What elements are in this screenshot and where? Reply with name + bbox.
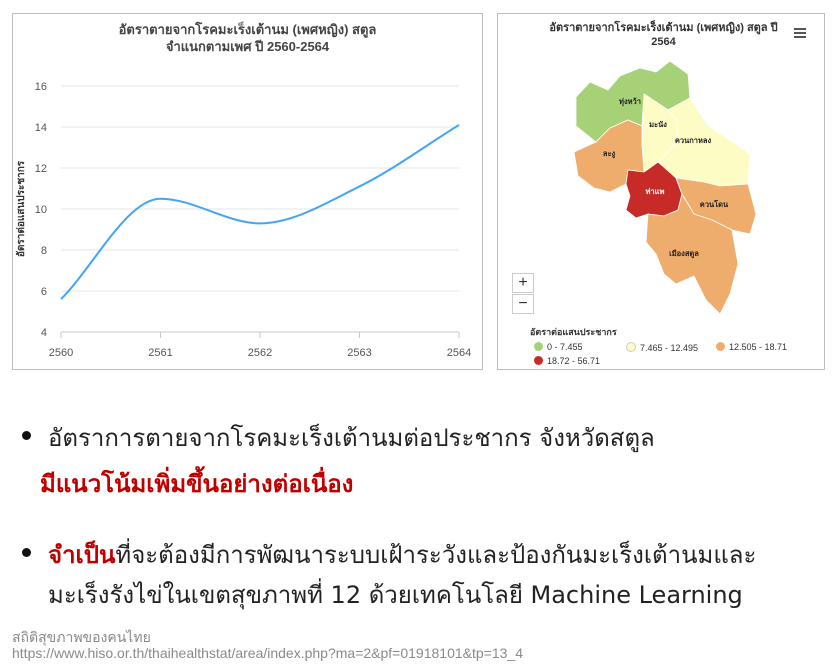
bullet-icon	[22, 548, 31, 557]
x-tick-label: 2562	[248, 347, 272, 359]
legend-dot-icon	[716, 342, 725, 351]
menu-icon[interactable]	[794, 26, 806, 40]
district-label: ท่าแพ	[646, 187, 665, 196]
series-line	[60, 124, 460, 300]
legend-item[interactable]: 18.72 - 56.71	[534, 356, 600, 366]
line-chart-panel: อัตราตายจากโรคมะเร็งเต้านม (เพศหญิง) สตู…	[12, 13, 483, 370]
district-mueang-satun[interactable]	[645, 193, 739, 314]
y-tick-label: 16	[35, 81, 47, 93]
line-chart-svg: 4 6 8 10 12 14 16 2560 2561 2562 2563 2564 อัตราต่…	[15, 81, 471, 359]
source-url[interactable]: https://www.hiso.or.th/thaihealthstat/ar…	[12, 645, 523, 661]
district-label: มะนัง	[649, 120, 667, 129]
line-chart-subtitle: จำแนกตามเพศ ปี 2560-2564	[165, 39, 330, 54]
map-title: อัตราตายจากโรคมะเร็งเต้านม (เพศหญิง) สตู…	[549, 22, 778, 48]
map-panel: อัตราตายจากโรคมะเร็งเต้านม (เพศหญิง) สตู…	[497, 13, 825, 370]
y-tick-label: 6	[41, 286, 47, 298]
emphasis-text: จำเป็น	[48, 541, 116, 569]
legend-dot-icon	[534, 342, 543, 351]
x-tick-label: 2563	[347, 347, 371, 359]
y-tick-label: 12	[35, 163, 47, 175]
district-label: ควนโดน	[700, 199, 729, 209]
legend-item[interactable]: 0 - 7.455	[534, 342, 583, 352]
y-tick-label: 10	[35, 204, 47, 216]
zoom-out-button[interactable]: −	[512, 294, 534, 314]
source-label: สถิติสุขภาพของคนไทย	[12, 629, 151, 645]
bullet-2-line-2: มะเร็งรังไข่ในเขตสุขภาพที่ 12 ด้วยเทคโนโ…	[48, 581, 743, 609]
zoom-in-button[interactable]: +	[512, 273, 534, 293]
legend-item[interactable]: 12.505 - 18.71	[716, 342, 787, 352]
legend-item[interactable]: 7.465 - 12.495	[626, 342, 698, 353]
district-map: ทุ่งหว้า มะนัง ควนกาหลง ละงู ท่าแพ ควนโด…	[573, 60, 757, 314]
district-label: ควนกาหลง	[675, 136, 712, 145]
y-tick-label: 14	[35, 122, 47, 134]
legend-dot-icon	[534, 356, 543, 365]
y-tick-label: 4	[41, 327, 47, 339]
legend-dot-icon	[626, 342, 636, 352]
y-axis-label: อัตราต่อแสนประชากร	[15, 160, 27, 257]
bullet-2-line-1-rest: ที่จะต้องมีการพัฒนาระบบเฝ้าระวังและป้องก…	[115, 541, 757, 569]
x-tick-label: 2561	[148, 347, 172, 359]
district-label: ละงู	[603, 149, 616, 159]
bullet-1-line-2: มีแนวโน้มเพิ่มขึ้นอย่างต่อเนื่อง	[40, 470, 354, 498]
y-tick-label: 8	[41, 245, 47, 257]
bullet-icon	[22, 431, 31, 440]
line-chart-title: อัตราตายจากโรคมะเร็งเต้านม (เพศหญิง) สตู…	[118, 22, 377, 37]
district-label: เมืองสตูล	[669, 249, 699, 259]
x-tick-label: 2560	[49, 347, 73, 359]
x-tick-label: 2564	[447, 347, 471, 359]
bullet-1-line-1: อัตราการตายจากโรคมะเร็งเต้านมต่อประชากร …	[48, 424, 655, 452]
district-label: ทุ่งหว้า	[619, 97, 641, 106]
legend-title: อัตราต่อแสนประชากร	[530, 327, 617, 337]
bullet-2-line-1: จำเป็นที่จะต้องมีการพัฒนาระบบเฝ้าระวังแล…	[48, 535, 756, 574]
